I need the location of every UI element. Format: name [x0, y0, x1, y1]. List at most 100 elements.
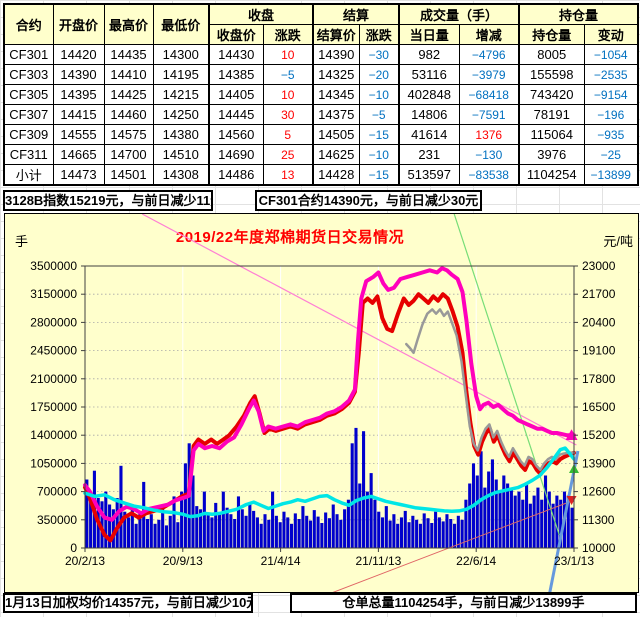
- cell-close_chg: 30: [262, 104, 314, 125]
- cell-contract: CF309: [3, 124, 54, 145]
- svg-text:1050000: 1050000: [30, 456, 77, 470]
- cell-vol_chg: −7591: [458, 104, 520, 125]
- col-header-high: 最高价: [103, 3, 154, 45]
- cell-volume: 982: [398, 44, 460, 65]
- warehouse-receipt-box: 仓单总量1104254手，与前日减少13899手: [290, 593, 637, 613]
- col-header-vol-change: 增减: [458, 24, 520, 45]
- quote-row-小计: 小计 14473 14501 14308 14486 13 14428 −15 513597 −8…: [3, 164, 639, 186]
- index-3128B-summary-box: 3128B指数15219元，与前日减少11元: [3, 190, 213, 211]
- svg-text:20400: 20400: [582, 315, 616, 329]
- cell-oi: 8005: [518, 44, 585, 65]
- cell-contract: CF301: [3, 44, 54, 65]
- weighted-avg-price-box: 1月13日加权均价14357元，与前日减少10元: [3, 593, 253, 613]
- cell-low: 14510: [152, 144, 210, 165]
- cell-settle_chg: −30: [358, 44, 400, 65]
- quote-row-CF309: CF309 14555 14575 14380 14560 5 14505 −15 41614 1…: [3, 124, 639, 145]
- col-group-oi: 持仓量: [518, 3, 639, 25]
- col-group-settle: 结算: [312, 3, 400, 25]
- cell-oi_chg: −196: [583, 104, 639, 125]
- cell-settle_chg: −15: [358, 164, 400, 186]
- cell-oi_chg: −2535: [583, 64, 639, 85]
- cell-settle_chg: −20: [358, 64, 400, 85]
- cell-close: 14405: [208, 84, 264, 105]
- svg-text:16500: 16500: [582, 400, 616, 414]
- cell-close: 14445: [208, 104, 264, 125]
- cell-settle_chg: −10: [358, 84, 400, 105]
- svg-text:11300: 11300: [582, 513, 615, 527]
- svg-text:3150000: 3150000: [30, 287, 77, 301]
- cell-settle: 14625: [312, 144, 360, 165]
- svg-text:21700: 21700: [582, 287, 616, 301]
- cell-close: 14560: [208, 124, 264, 145]
- cell-contract: CF305: [3, 84, 54, 105]
- cell-close_chg: 10: [262, 84, 314, 105]
- cell-close_chg: 5: [262, 124, 314, 145]
- cell-vol_chg: −3979: [458, 64, 520, 85]
- cell-low: 14300: [152, 44, 210, 65]
- cell-oi: 78191: [518, 104, 585, 125]
- right-axis-unit: 元/吨: [603, 234, 633, 249]
- quote-row-CF307: CF307 14415 14460 14250 14445 30 14375 −5 14806−…: [3, 104, 639, 125]
- svg-text:23000: 23000: [582, 259, 616, 273]
- svg-text:19100: 19100: [582, 344, 616, 358]
- col-header-day-volume: 当日量: [398, 24, 460, 45]
- chart-canvas: 0 350000 700000 1050000 1400000 1750000 210000…: [30, 214, 616, 592]
- cell-contract: CF303: [3, 64, 54, 85]
- cell-open: 14555: [52, 124, 105, 145]
- cell-close: 14690: [208, 144, 264, 165]
- cell-contract: CF311: [3, 144, 54, 165]
- cell-volume: 53116: [398, 64, 460, 85]
- cell-low: 14215: [152, 84, 210, 105]
- svg-text:3500000: 3500000: [30, 259, 77, 273]
- quote-row-CF305: CF305 14395 14425 14215 14405 10 14345 −10 40284…: [3, 84, 639, 105]
- cell-close: 14430: [208, 44, 264, 65]
- cell-oi: 155598: [518, 64, 585, 85]
- cell-open: 14390: [52, 64, 105, 85]
- cell-open: 14665: [52, 144, 105, 165]
- col-header-settle: 结算价: [312, 24, 360, 45]
- col-header-close-chg: 涨跌: [262, 24, 314, 45]
- chart-title: 2019/22年度郑棉期货日交易情况: [175, 229, 405, 246]
- svg-text:2100000: 2100000: [30, 372, 77, 386]
- cell-vol_chg: −4796: [458, 44, 520, 65]
- svg-text:21/4/14: 21/4/14: [261, 554, 301, 568]
- cell-close_chg: 10: [262, 44, 314, 65]
- svg-text:20/2/13: 20/2/13: [65, 554, 105, 568]
- cell-volume: 513597: [398, 164, 460, 186]
- cell-open: 14420: [52, 44, 105, 65]
- svg-text:21/11/13: 21/11/13: [355, 554, 401, 568]
- cell-oi_chg: −1054: [583, 44, 639, 65]
- cell-close: 14486: [208, 164, 264, 186]
- cell-vol_chg: −83538: [458, 164, 520, 186]
- cell-contract: CF307: [3, 104, 54, 125]
- svg-text:2800000: 2800000: [30, 315, 77, 329]
- cell-volume: 41614: [398, 124, 460, 145]
- svg-text:12600: 12600: [582, 485, 616, 499]
- cell-low: 14308: [152, 164, 210, 186]
- quote-row-CF303: CF303 14390 14410 14195 14385 −5 14325 −20 53116…: [3, 64, 639, 85]
- left-axis-unit: 手: [15, 234, 29, 249]
- cell-close: 14385: [208, 64, 264, 85]
- col-group-close: 收盘: [208, 3, 314, 25]
- svg-text:0: 0: [70, 541, 77, 555]
- col-header-open: 开盘价: [52, 3, 105, 45]
- cell-contract: 小计: [3, 164, 54, 186]
- col-header-low: 最低价: [152, 3, 210, 45]
- cell-open: 14473: [52, 164, 105, 186]
- cell-oi_chg: −935: [583, 124, 639, 145]
- cell-settle_chg: −5: [358, 104, 400, 125]
- cell-settle: 14345: [312, 84, 360, 105]
- cell-vol_chg: −68418: [458, 84, 520, 105]
- cell-settle: 14428: [312, 164, 360, 186]
- col-header-oi: 持仓量: [518, 24, 585, 45]
- svg-text:15200: 15200: [582, 428, 616, 442]
- futures-daily-chart: 2019/22年度郑棉期货日交易情况 手 元/吨 0 350000 700000 10…: [4, 213, 639, 593]
- cell-oi_chg: −25: [583, 144, 639, 165]
- svg-text:10000: 10000: [582, 541, 616, 555]
- svg-text:20/9/13: 20/9/13: [163, 554, 203, 568]
- svg-text:17800: 17800: [582, 372, 616, 386]
- col-header-close: 收盘价: [208, 24, 264, 45]
- cell-open: 14415: [52, 104, 105, 125]
- cell-high: 14425: [103, 84, 154, 105]
- svg-text:1750000: 1750000: [30, 400, 77, 414]
